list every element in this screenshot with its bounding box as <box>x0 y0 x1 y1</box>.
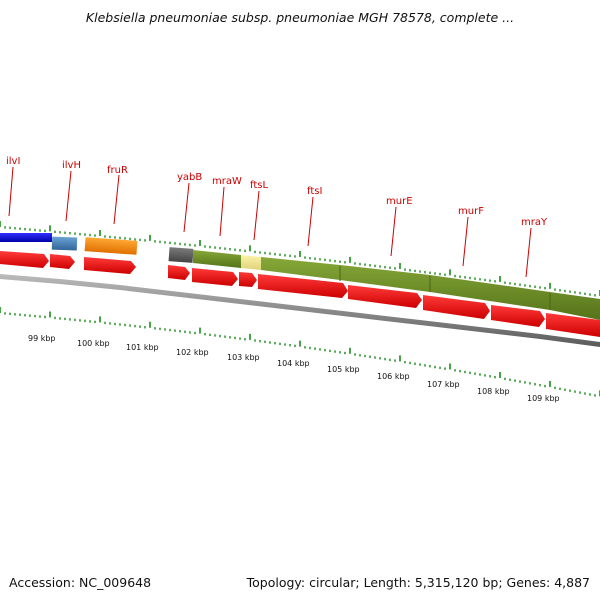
gene-label-ilvH[interactable]: ilvH <box>62 160 81 171</box>
scale-label: 101 kbp <box>126 343 159 352</box>
scale-label: 103 kbp <box>227 353 260 362</box>
genome-backbone <box>0 274 600 347</box>
cds-arrow[interactable] <box>239 272 257 287</box>
gene-block-fruR[interactable] <box>84 237 138 255</box>
cds-arrow[interactable] <box>546 313 600 337</box>
scale-labels: 99 kbp 100 kbp 101 kbp 102 kbp 103 kbp 1… <box>28 334 560 403</box>
gene-block-yabB[interactable] <box>168 247 194 263</box>
cds-arrow[interactable] <box>50 254 75 269</box>
map-title: Klebsiella pneumoniae subsp. pneumoniae … <box>85 10 515 25</box>
accession-text: Accession: NC_009648 <box>9 575 152 590</box>
cds-arrow[interactable] <box>0 251 49 268</box>
scale-label: 104 kbp <box>277 359 310 368</box>
cds-arrow[interactable] <box>491 305 545 327</box>
tick-ring-scale <box>0 307 600 397</box>
cds-arrow[interactable] <box>84 257 136 274</box>
gene-label-ftsI[interactable]: ftsI <box>307 186 322 197</box>
gene-block-ilvI[interactable] <box>0 233 52 242</box>
scale-label: 100 kbp <box>77 339 110 348</box>
gene-label-fruR[interactable]: fruR <box>107 165 128 176</box>
cds-arrow[interactable] <box>192 268 238 286</box>
scale-label: 108 kbp <box>477 387 510 396</box>
cds-track <box>0 251 600 337</box>
gene-block-ilvH[interactable] <box>51 236 78 251</box>
genome-summary-text: Topology: circular; Length: 5,315,120 bp… <box>246 575 590 590</box>
gene-label-ilvI[interactable]: ilvI <box>6 156 20 167</box>
scale-label: 102 kbp <box>176 348 209 357</box>
gene-label-murF[interactable]: murF <box>458 206 484 217</box>
gene-label-mraW[interactable]: mraW <box>212 176 242 187</box>
scale-label: 105 kbp <box>327 365 360 374</box>
cds-arrow[interactable] <box>348 285 422 308</box>
gene-block-ftsL[interactable] <box>241 255 261 270</box>
gene-label-ftsL[interactable]: ftsL <box>250 180 268 191</box>
cds-arrow[interactable] <box>423 295 490 319</box>
scale-label: 106 kbp <box>377 372 410 381</box>
tick-ring-inner <box>0 221 600 297</box>
scale-label: 99 kbp <box>28 334 56 343</box>
gene-track <box>0 233 600 320</box>
gene-label-murE[interactable]: murE <box>386 196 413 207</box>
gene-label-mraY[interactable]: mraY <box>521 217 548 228</box>
gene-labels: ilvI ilvH fruR yabB mraW ftsL ftsI murE … <box>6 156 548 278</box>
cds-arrow[interactable] <box>258 274 348 298</box>
scale-label: 107 kbp <box>427 380 460 389</box>
gene-label-yabB[interactable]: yabB <box>177 172 202 183</box>
cds-arrow[interactable] <box>168 265 190 280</box>
scale-label: 109 kbp <box>527 394 560 403</box>
gene-block-mraW[interactable] <box>193 250 241 268</box>
